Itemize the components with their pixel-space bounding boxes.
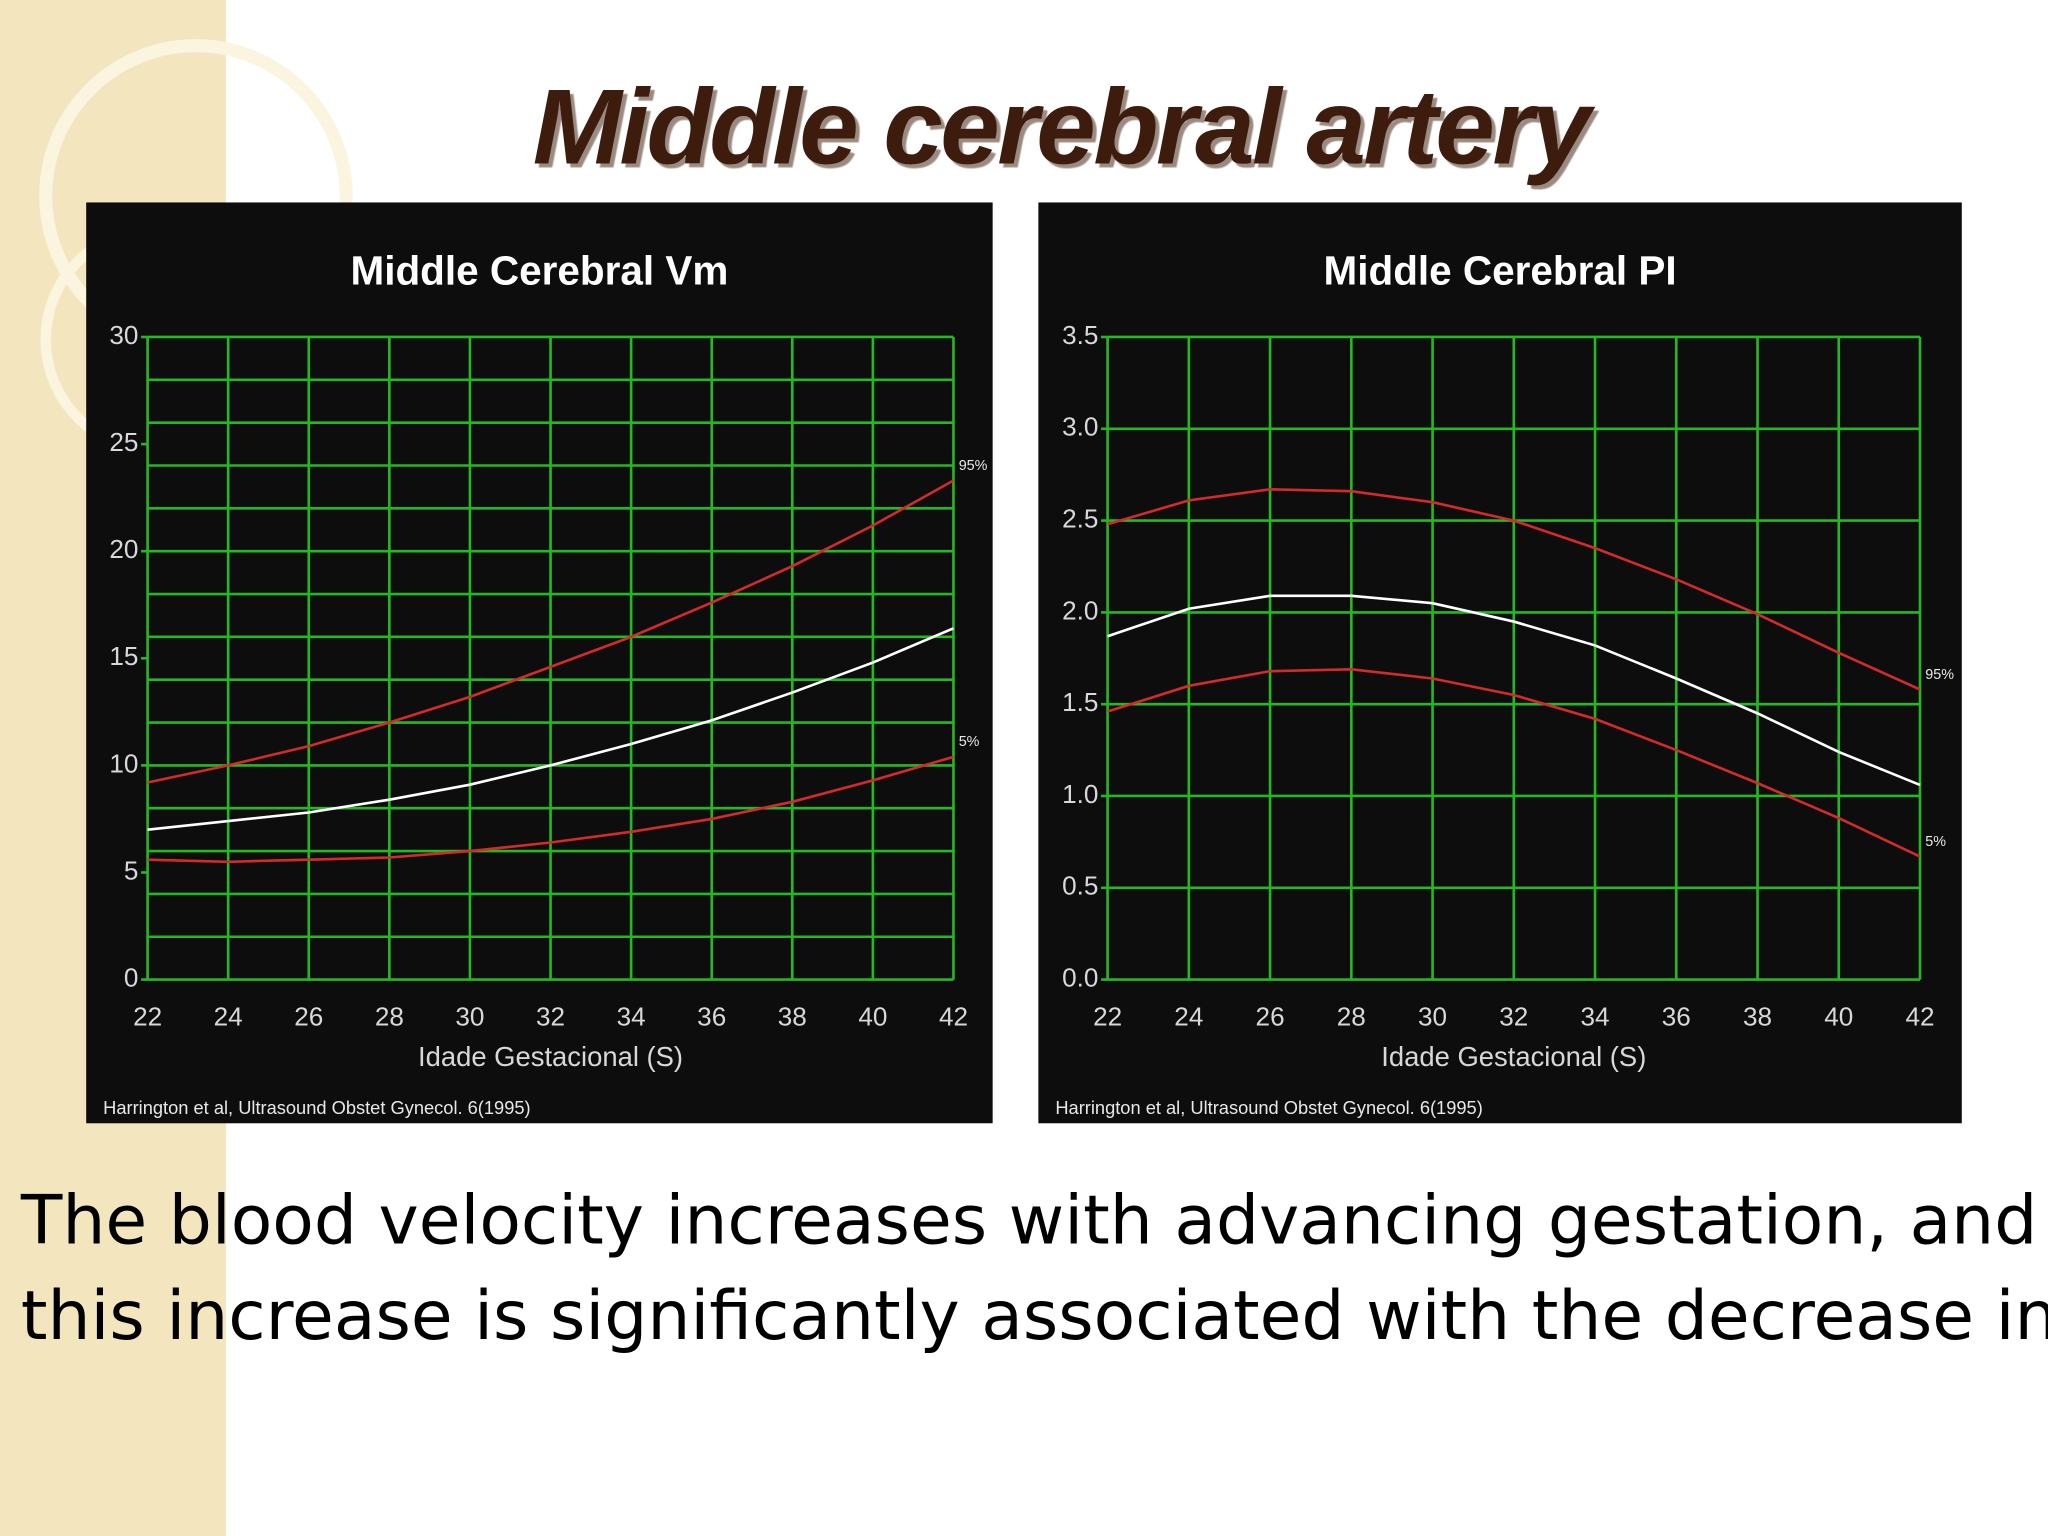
- y-tick-label: 0.5: [1062, 871, 1098, 901]
- y-tick-label: 0.0: [1062, 962, 1098, 992]
- y-tick-label: 25: [109, 427, 138, 457]
- source-note: Harrington et al, Ultrasound Obstet Gyne…: [103, 1097, 530, 1118]
- x-tick-label: 30: [1418, 1002, 1447, 1032]
- series-label: 5%: [1925, 834, 1946, 850]
- series-label: 5%: [959, 734, 980, 750]
- x-tick-label: 40: [1824, 1002, 1853, 1032]
- series-label: 95%: [1925, 667, 1954, 683]
- y-tick-label: 1.5: [1062, 687, 1098, 717]
- x-axis-label: Idade Gestacional (S): [1381, 1041, 1646, 1072]
- y-tick-label: 3.5: [1062, 320, 1098, 350]
- x-tick-label: 32: [1499, 1002, 1528, 1032]
- y-tick-label: 1.0: [1062, 779, 1098, 809]
- y-tick-label: 15: [109, 641, 138, 671]
- series-line: [147, 627, 954, 831]
- y-tick-label: 5: [124, 855, 139, 885]
- y-tick-label: 2.0: [1062, 595, 1098, 625]
- source-note: Harrington et al, Ultrasound Obstet Gyne…: [1055, 1097, 1482, 1118]
- series-line: [147, 479, 955, 784]
- x-tick-label: 22: [1093, 1002, 1122, 1032]
- chart-title: Middle Cerebral Vm: [351, 248, 729, 294]
- x-tick-label: 24: [214, 1002, 243, 1032]
- series-label: 95%: [959, 458, 988, 474]
- chart-panel: [1038, 202, 1962, 1124]
- y-tick-label: 2.5: [1062, 503, 1098, 533]
- x-tick-label: 28: [1337, 1002, 1366, 1032]
- x-axis-label: Idade Gestacional (S): [418, 1041, 683, 1072]
- x-tick-label: 32: [536, 1002, 565, 1032]
- x-tick-label: 24: [1174, 1002, 1203, 1032]
- y-tick-label: 20: [109, 534, 138, 564]
- chart-panel: [86, 202, 993, 1124]
- series-line: [1107, 488, 1921, 691]
- chart-title: Middle Cerebral PI: [1324, 248, 1677, 294]
- x-tick-label: 26: [294, 1002, 323, 1032]
- x-tick-label: 30: [455, 1002, 484, 1032]
- y-tick-label: 30: [109, 320, 138, 350]
- x-tick-label: 38: [1743, 1002, 1772, 1032]
- body-text: this increase is significantly associate…: [21, 1277, 2048, 1356]
- body-text: The blood velocity increases with advanc…: [20, 1181, 2037, 1260]
- x-tick-label: 40: [858, 1002, 887, 1032]
- series-line: [1107, 594, 1921, 787]
- slide-title: Middle cerebral artery: [533, 66, 1596, 186]
- y-tick-label: 0: [124, 962, 139, 992]
- x-tick-label: 34: [1581, 1002, 1610, 1032]
- x-tick-label: 22: [133, 1002, 162, 1032]
- x-tick-label: 36: [697, 1002, 726, 1032]
- y-tick-label: 10: [109, 748, 138, 778]
- x-tick-label: 34: [617, 1002, 646, 1032]
- x-tick-label: 38: [778, 1002, 807, 1032]
- x-tick-label: 36: [1662, 1002, 1691, 1032]
- x-tick-label: 26: [1256, 1002, 1285, 1032]
- x-tick-label: 42: [939, 1002, 968, 1032]
- x-tick-label: 42: [1905, 1002, 1934, 1032]
- series-line: [1107, 667, 1921, 858]
- y-tick-label: 3.0: [1062, 412, 1098, 442]
- series-line: [147, 755, 954, 864]
- x-tick-label: 28: [375, 1002, 404, 1032]
